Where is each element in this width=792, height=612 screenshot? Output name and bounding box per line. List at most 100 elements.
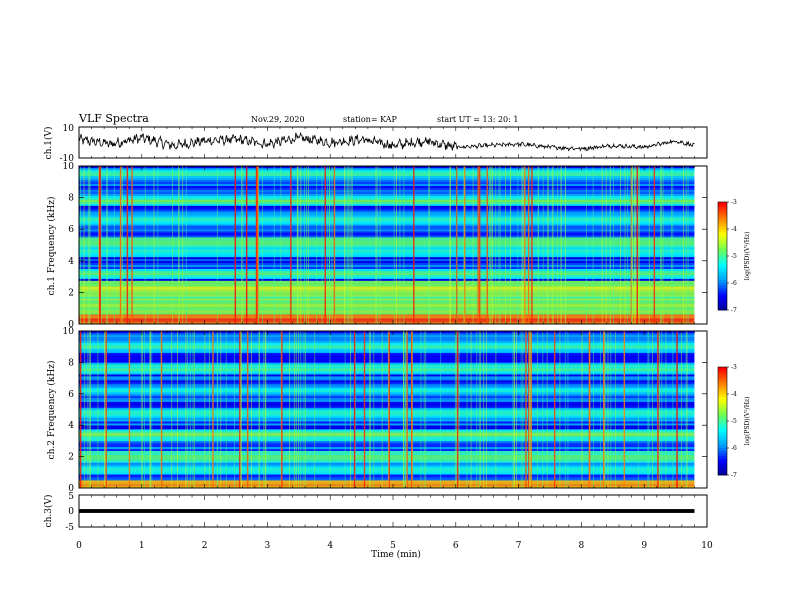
ch2-spectrogram-freq-row [79,425,707,428]
ch2-spectrogram-ylabel: ch.2 Frequency (kHz) [46,361,57,460]
ch1-spectrogram-freq-row [79,197,707,200]
ch1-spectrogram-impulse [495,166,497,324]
ch2-spectrogram-impulse [128,331,131,488]
ch1-spectrogram-freq-row [79,310,707,313]
ch1-colorbar-swatch [718,288,727,292]
ch1-spectrogram-impulse [490,166,492,324]
ch2-spectrogram-freq-row [79,385,707,389]
ch2-spectrogram-impulse [151,331,153,488]
ch1-spectrogram-freq-row [79,203,707,206]
ch2-spectrogram-impulse [440,331,442,488]
ch2-spectrogram-impulse [672,331,674,488]
ch1-colorbar-swatch [718,245,727,249]
figure-title: VLF Spectra [78,112,149,125]
ch2-spectrogram-impulse [160,331,163,488]
ch2-spectrogram-ytick-label: 2 [68,453,74,463]
ch2-spectrogram-impulse [542,331,544,488]
ch1-spectrogram-impulse [683,166,684,324]
ch2-spectrogram-impulse [513,331,515,488]
ch2-spectrogram-freq-row [79,378,707,381]
ch1-spectrogram-freq-row [79,179,707,183]
ch1-colorbar-swatch [718,237,727,241]
ch1-colorbar-swatch [718,299,727,303]
ch2-colorbar-label: log(PSD)(V²/Hz) [744,397,751,446]
ch2-spectrogram-impulse [241,331,243,488]
ch2-spectrogram-impulse [600,331,601,488]
ch2-spectrogram-freq-row [79,397,707,400]
ch1-colorbar-swatch [718,226,727,230]
ch1-spectrogram-impulse [79,166,81,324]
ch2-spectrogram-freq-row [79,448,707,452]
ch2-colorbar-swatch [718,388,727,392]
ch2-spectrogram-freq-row [79,456,707,459]
ch1-colorbar-swatch [718,229,727,233]
ch2-spectrogram-impulse [293,331,295,488]
ch1-spectrogram-ytick-label: 6 [68,225,74,235]
ch2-spectrogram-impulse [456,331,458,488]
ch1-spectrogram-impulse [653,166,656,324]
ch1-spectrogram-impulse [624,166,626,324]
ch2-colorbar-swatch [718,421,727,425]
ch1-spectrogram-freq-row [79,306,707,309]
ch2-spectrogram-freq-row [79,446,707,450]
ch2-spectrogram-freq-row [79,458,707,461]
ch1-spectrogram-impulse [178,166,180,324]
ch2-colorbar-swatch [718,369,727,373]
ch2-colorbar-swatch [718,385,727,389]
ch2-spectrogram-impulse [581,331,583,488]
ch2-colorbar-swatch [718,472,727,476]
ch2-spectrogram-freq-row [79,431,707,434]
ch1-spectrogram-freq-row [79,262,707,266]
ch2-spectrogram-impulse [564,331,566,488]
ch1-spectrogram-impulse [637,166,639,324]
ch1-spectrogram-freq-row [79,250,707,254]
ch2-spectrogram-impulse [329,331,331,488]
ch2-spectrogram-impulse [368,331,370,488]
ch2-spectrogram-impulse [486,331,487,488]
ch2-spectrogram-impulse [314,331,316,488]
ch1-colorbar-swatch [718,223,727,227]
ch2-spectrogram-freq-row [79,474,707,477]
ch1-spectrogram-impulse [89,166,91,324]
ch2-spectrogram-freq-row [79,334,707,338]
ch1-colorbar-swatch [718,242,727,246]
ch2-spectrogram-freq-row [79,372,707,375]
ch2-spectrogram-impulse [623,331,626,488]
ch1-spectrogram-impulse [280,166,282,324]
ch1-spectrogram-impulse [632,166,633,324]
ch1-spectrogram-freq-row [79,296,707,299]
ch1-colorbar-swatch [718,304,727,308]
ch1-spectrogram-freq-row [79,298,707,301]
ch1-spectrogram-freq-row [79,207,707,210]
ch2-spectrogram-impulse [344,331,346,488]
ch1-colorbar-swatch [718,207,727,211]
ch1-spectrogram-impulse [349,166,351,324]
ch2-spectrogram-impulse [593,331,594,488]
ch1-spectrogram-impulse [456,166,458,324]
ch2-spectrogram-impulse [251,331,252,488]
ch1-spectrogram-freq-row [79,316,707,319]
ch2-spectrogram-freq-row [79,358,707,361]
ch2-colorbar-swatch [718,434,727,438]
ch2-spectrogram-impulse [514,331,515,488]
ch2-spectrogram-impulse [528,331,530,488]
ch2-spectrogram-freq-row [79,476,707,479]
ch2-spectrogram-impulse [516,331,518,488]
ch2-spectrogram-freq-row [79,409,707,412]
ch2-colorbar-swatch [718,450,727,454]
ch1-spectrogram-freq-row [79,300,707,303]
ch2-spectrogram-ytick-label: 6 [68,390,74,400]
station-label: station= KAP [343,115,398,124]
ch3-ytick-mid: 0 [68,507,74,517]
ch2-spectrogram-freq-row [79,348,707,351]
ch1-colorbar-tick-label: -7 [731,307,737,314]
x-axis-label: Time (min) [371,549,421,560]
ch2-spectrogram-impulse [216,331,218,488]
ch2-spectrogram-freq-row [79,374,707,377]
ch2-spectrogram-freq-row [79,387,707,391]
ch1-colorbar-swatch [718,202,727,206]
ch1-spectrogram-impulse [346,166,348,324]
ch2-spectrogram-impulse [403,331,404,488]
ch2-spectrogram-impulse [177,331,178,488]
ch2-spectrogram-impulse [483,331,485,488]
